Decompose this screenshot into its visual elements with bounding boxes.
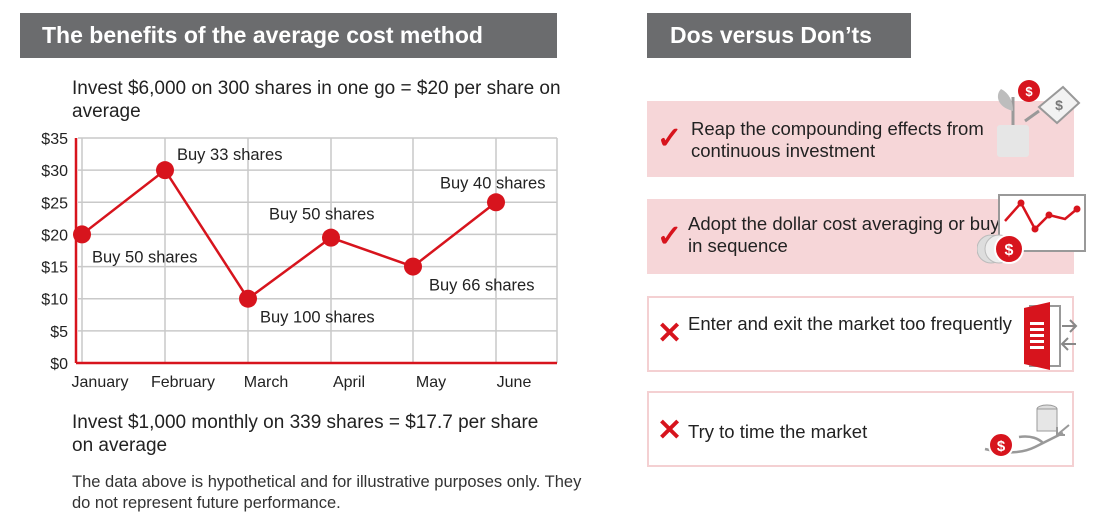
point-annotation: Buy 50 shares xyxy=(92,248,197,266)
y-tick-label: $5 xyxy=(50,324,68,341)
svg-text:$: $ xyxy=(997,438,1006,455)
y-tick-label: $25 xyxy=(41,195,68,212)
data-point xyxy=(322,228,340,247)
exit-door-arrows-icon xyxy=(1024,302,1078,370)
watering-can-plant-icon: $ $ xyxy=(997,80,1081,157)
hand-coins-icon: $ xyxy=(984,404,1070,458)
cross-icon: ✕ xyxy=(657,317,683,350)
y-tick-label: $35 xyxy=(41,131,68,148)
share-price-line-chart: $0 $5 $10 $15 $20 $25 $30 $35 January February Ma… xyxy=(41,131,558,391)
point-annotation: Buy 100 shares xyxy=(260,309,375,327)
svg-text:$: $ xyxy=(1025,84,1033,99)
svg-text:$: $ xyxy=(1005,242,1014,259)
data-point xyxy=(487,193,505,212)
dont-card-frequent-trading: ✕ Enter and exit the market too frequent… xyxy=(647,296,1078,372)
x-tick-label: March xyxy=(244,374,288,391)
benefits-header: The benefits of the average cost method xyxy=(20,13,557,58)
y-tick-label: $10 xyxy=(41,292,68,309)
dont-label-market-timing: Try to time the market xyxy=(688,421,868,442)
point-annotation: Buy 33 shares xyxy=(177,146,282,164)
data-point xyxy=(239,289,257,308)
do-card-dca: ✓ Adopt the dollar cost averaging or buy… xyxy=(647,194,1086,274)
x-tick-label: February xyxy=(151,374,215,391)
dont-label-frequent-trading: Enter and exit the market too frequently xyxy=(688,313,1012,334)
data-point xyxy=(404,257,422,276)
series-line xyxy=(81,168,497,301)
point-annotation: Buy 50 shares xyxy=(269,206,374,224)
dos-donts-title: Dos versus Don’ts xyxy=(670,22,872,48)
do-label-compounding: Reap the compounding effects from contin… xyxy=(691,118,984,161)
data-point xyxy=(73,225,91,244)
check-icon: ✓ xyxy=(657,122,683,155)
y-tick-label: $20 xyxy=(41,227,68,244)
lump-sum-statement: Invest $6,000 on 300 shares in one go = … xyxy=(72,78,561,122)
dont-card-market-timing: ✕ Try to time the market $ xyxy=(647,391,1074,467)
disclaimer-note: The data above is hypothetical and for i… xyxy=(72,473,582,512)
x-tick-label: January xyxy=(72,374,129,391)
check-icon: ✓ xyxy=(657,220,683,253)
data-point xyxy=(156,161,174,180)
point-annotation: Buy 40 shares xyxy=(440,174,545,192)
do-card-compounding: ✓ Reap the compounding effects from cont… xyxy=(647,80,1081,177)
y-tick-label: $15 xyxy=(41,260,68,277)
y-tick-label: $30 xyxy=(41,163,68,180)
svg-text:$: $ xyxy=(1055,97,1063,113)
benefits-title: The benefits of the average cost method xyxy=(42,22,483,48)
monthly-statement: Invest $1,000 monthly on 339 shares = $1… xyxy=(72,412,539,456)
do-label-dca: Adopt the dollar cost averaging or buy s… xyxy=(688,213,1061,256)
x-tick-label: May xyxy=(416,374,446,391)
dos-donts-header: Dos versus Don’ts xyxy=(647,13,911,58)
y-tick-label: $0 xyxy=(50,356,68,373)
point-annotation: Buy 66 shares xyxy=(429,277,534,295)
line-chart-coins-icon: $ xyxy=(977,194,1086,264)
x-tick-label: April xyxy=(333,374,365,391)
cross-icon: ✕ xyxy=(657,414,683,447)
x-tick-label: June xyxy=(497,374,532,391)
